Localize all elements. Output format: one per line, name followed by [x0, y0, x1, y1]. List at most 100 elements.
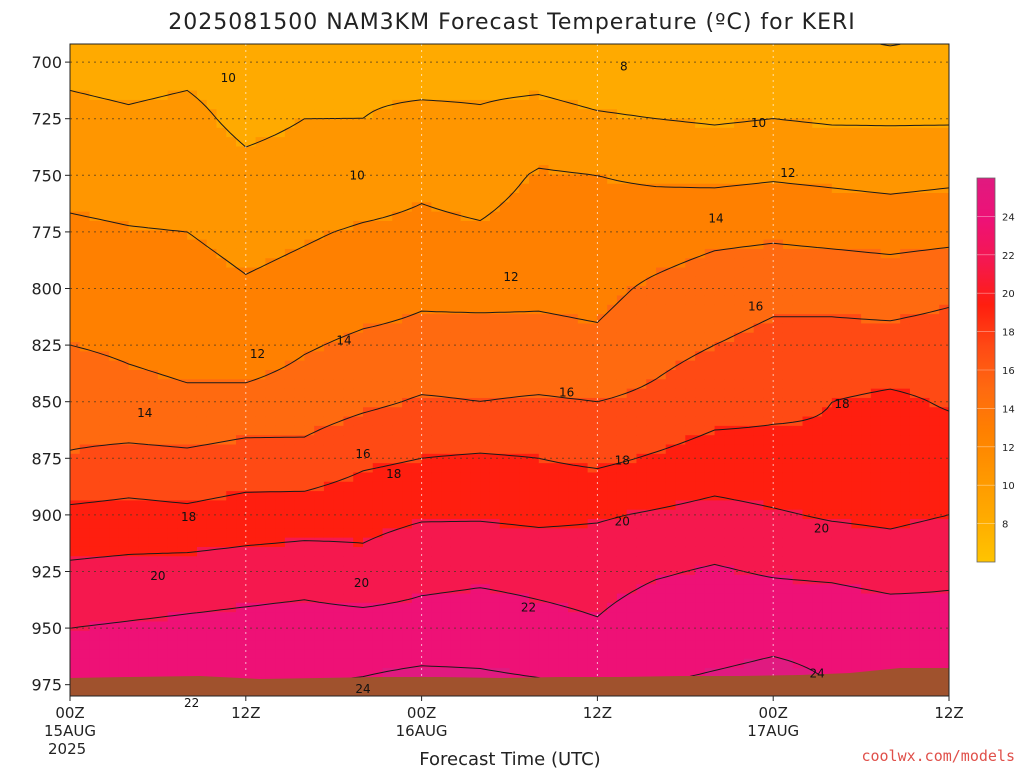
temperature-cell — [704, 593, 716, 604]
temperature-cell — [167, 435, 179, 446]
temperature-cell — [421, 295, 432, 306]
temperature-cell — [323, 71, 335, 82]
temperature-cell — [509, 612, 520, 623]
temperature-cell — [314, 668, 325, 678]
temperature-cell — [597, 574, 608, 585]
temperature-cell — [392, 193, 403, 203]
temperature-cell — [724, 62, 735, 73]
temperature-cell — [363, 360, 374, 371]
temperature-cell — [333, 183, 345, 194]
temperature-cell — [607, 239, 618, 250]
temperature-cell — [470, 323, 481, 334]
temperature-cell — [148, 407, 159, 418]
temperature-cell — [411, 81, 423, 92]
temperature-cell — [363, 546, 374, 557]
temperature-cell — [743, 463, 755, 474]
temperature-cell — [99, 472, 110, 483]
temperature-cell — [548, 342, 559, 352]
temperature-cell — [284, 593, 296, 604]
temperature-cell — [577, 193, 589, 203]
temperature-cell — [382, 193, 393, 203]
temperature-cell — [265, 388, 276, 399]
temperature-cell — [392, 211, 403, 222]
temperature-cell — [460, 155, 472, 166]
temperature-cell — [128, 602, 139, 613]
temperature-cell — [118, 155, 130, 166]
temperature-cell — [402, 118, 413, 129]
temperature-cell — [304, 444, 315, 455]
temperature-cell — [616, 248, 628, 259]
temperature-cell — [548, 630, 559, 641]
temperature-cell — [646, 472, 657, 483]
temperature-cell — [187, 435, 198, 446]
temperature-cell — [70, 500, 81, 511]
temperature-cell — [441, 556, 452, 567]
temperature-cell — [538, 621, 550, 632]
temperature-cell — [148, 668, 159, 678]
temperature-cell — [489, 71, 501, 82]
temperature-cell — [724, 668, 735, 678]
temperature-cell — [128, 640, 139, 651]
temperature-cell — [734, 127, 745, 138]
temperature-cell — [519, 370, 530, 380]
temperature-cell — [206, 109, 218, 120]
temperature-cell — [743, 528, 755, 539]
temperature-cell — [636, 649, 647, 660]
temperature-cell — [450, 528, 462, 539]
temperature-cell — [167, 155, 179, 166]
temperature-cell — [704, 519, 716, 529]
temperature-cell — [685, 258, 696, 269]
temperature-cell — [509, 444, 520, 455]
temperature-cell — [636, 481, 647, 492]
temperature-cell — [70, 360, 81, 371]
temperature-cell — [99, 370, 110, 380]
temperature-cell — [636, 612, 647, 623]
temperature-cell — [148, 612, 159, 623]
temperature-cell — [216, 500, 227, 511]
temperature-cell — [363, 537, 374, 548]
temperature-cell — [607, 53, 618, 64]
temperature-cell — [568, 463, 579, 474]
temperature-cell — [607, 99, 618, 110]
temperature-cell — [470, 556, 481, 567]
temperature-cell — [353, 258, 364, 269]
temperature-cell — [743, 71, 755, 82]
temperature-cell — [519, 239, 530, 250]
temperature-cell — [558, 183, 569, 194]
temperature-cell — [138, 220, 149, 231]
temperature-cell — [323, 248, 335, 259]
temperature-cell — [363, 146, 374, 157]
temperature-cell — [323, 202, 335, 213]
temperature-cell — [353, 640, 364, 651]
temperature-cell — [206, 630, 218, 641]
temperature-cell — [431, 388, 442, 399]
temperature-cell — [372, 546, 384, 557]
temperature-cell — [509, 668, 520, 678]
temperature-cell — [196, 118, 208, 129]
temperature-cell — [431, 640, 442, 651]
temperature-cell — [343, 137, 354, 148]
temperature-cell — [714, 630, 725, 641]
temperature-cell — [421, 425, 432, 436]
temperature-cell — [187, 81, 198, 92]
temperature-cell — [245, 425, 257, 436]
temperature-cell — [206, 537, 218, 548]
temperature-cell — [138, 528, 149, 539]
temperature-cell — [558, 332, 569, 343]
temperature-cell — [411, 565, 423, 576]
temperature-cell — [656, 602, 667, 613]
temperature-cell — [519, 425, 530, 436]
temperature-cell — [294, 444, 305, 455]
temperature-cell — [128, 453, 139, 464]
temperature-cell — [597, 435, 608, 446]
temperature-cell — [577, 99, 589, 110]
temperature-cell — [89, 53, 100, 64]
temperature-cell — [753, 62, 765, 73]
temperature-cell — [109, 407, 120, 418]
temperature-cell — [392, 62, 403, 73]
temperature-cell — [695, 546, 706, 557]
temperature-cell — [196, 146, 208, 157]
temperature-cell — [480, 602, 491, 613]
temperature-cell — [734, 593, 745, 604]
temperature-cell — [148, 481, 159, 492]
